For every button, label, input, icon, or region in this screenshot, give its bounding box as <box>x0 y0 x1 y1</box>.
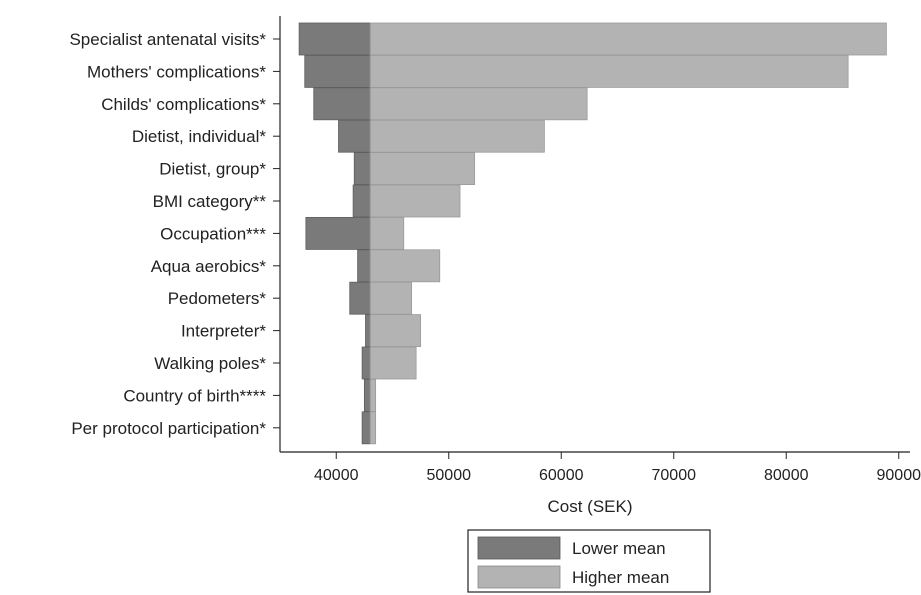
bar-lower-specialist-antenatal-visits <box>298 22 371 56</box>
bar-higher-bmi-category <box>369 184 461 218</box>
bars-layer <box>298 22 887 445</box>
bar-lower-occupation <box>305 216 371 250</box>
bar-lower-pedometers <box>349 281 371 315</box>
legend-swatch-lower-mean <box>477 536 561 560</box>
category-label-country-of-birth: Country of birth**** <box>123 386 266 405</box>
bar-lower-childs-complications <box>313 87 371 121</box>
bar-higher-pedometers <box>369 281 413 315</box>
legend: Lower mean Higher mean <box>467 529 711 593</box>
legend-label-lower-mean: Lower mean <box>572 539 666 558</box>
bar-higher-specialist-antenatal-visits <box>369 22 887 56</box>
x-tick-label-80000: 80000 <box>764 467 809 484</box>
bar-higher-dietist-group <box>369 152 476 186</box>
bar-lower-walking-poles <box>361 346 371 380</box>
bar-lower-dietist-individual <box>338 119 371 153</box>
axes <box>279 16 910 453</box>
bar-higher-dietist-individual <box>369 119 545 153</box>
bar-lower-mothers-complications <box>304 55 371 88</box>
bar-higher-walking-poles <box>369 346 417 380</box>
category-label-childs-complications: Childs' complications* <box>101 95 266 114</box>
bar-lower-dietist-group <box>353 152 371 186</box>
bar-lower-bmi-category <box>352 184 371 218</box>
bar-higher-childs-complications <box>369 87 588 121</box>
bar-higher-aqua-aerobics <box>369 249 441 283</box>
bar-higher-per-protocol-participation <box>369 411 377 445</box>
bar-higher-country-of-birth <box>369 378 377 412</box>
category-label-aqua-aerobics: Aqua aerobics* <box>151 257 267 276</box>
x-tick-label-90000: 90000 <box>877 467 921 484</box>
category-label-per-protocol-participation: Per protocol participation* <box>71 419 266 438</box>
bar-higher-interpreter <box>369 314 422 348</box>
x-tick-label-60000: 60000 <box>539 467 584 484</box>
category-label-walking-poles: Walking poles* <box>154 354 266 373</box>
category-label-specialist-antenatal-visits: Specialist antenatal visits* <box>69 30 266 49</box>
category-label-dietist-individual: Dietist, individual* <box>132 127 267 146</box>
category-label-dietist-group: Dietist, group* <box>159 160 266 179</box>
legend-swatch-higher-mean <box>477 565 561 589</box>
category-label-interpreter: Interpreter* <box>181 322 266 341</box>
x-tick-label-40000: 40000 <box>314 467 359 484</box>
bar-higher-mothers-complications <box>369 55 849 88</box>
x-tick-label-70000: 70000 <box>652 467 697 484</box>
category-label-pedometers: Pedometers* <box>168 289 267 308</box>
category-label-bmi-category: BMI category** <box>153 192 267 211</box>
bar-lower-country-of-birth <box>363 378 371 412</box>
x-axis-title: Cost (SEK) <box>547 497 632 516</box>
bar-higher-occupation <box>369 216 405 250</box>
category-labels: Specialist antenatal visits* Mothers' com… <box>69 30 280 438</box>
legend-label-higher-mean: Higher mean <box>572 568 669 587</box>
x-tick-label-50000: 50000 <box>427 467 472 484</box>
category-label-mothers-complications: Mothers' complications* <box>87 62 266 81</box>
bar-lower-aqua-aerobics <box>357 249 371 283</box>
x-ticks: 40000 50000 60000 70000 80000 90000 <box>314 452 921 484</box>
category-label-occupation: Occupation*** <box>160 224 266 243</box>
bar-lower-per-protocol-participation <box>361 411 371 445</box>
bar-lower-interpreter <box>365 314 371 348</box>
